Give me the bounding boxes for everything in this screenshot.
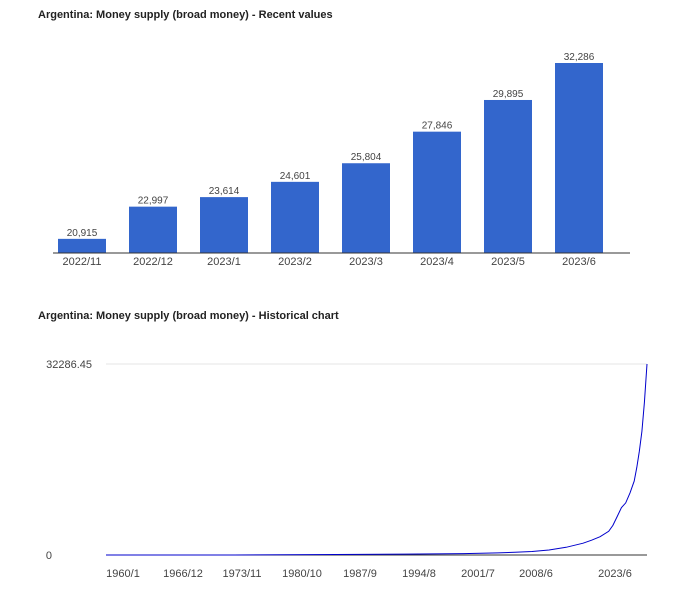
bar-value-label: 25,804: [351, 152, 382, 163]
x-tick-label: 1966/12: [163, 568, 203, 580]
money-supply-series-line: [106, 363, 648, 556]
bar-value-label: 22,997: [138, 196, 169, 207]
bar-value-label: 29,895: [493, 89, 524, 100]
recent-values-chart-title: Argentina: Money supply (broad money) - …: [38, 9, 333, 21]
bar-2023-5: [484, 99, 532, 254]
bar-2022-12: [129, 206, 177, 253]
x-tick-label: 1973/11: [223, 568, 262, 580]
bar-value-label: 20,915: [67, 228, 98, 239]
x-tick-label: 1960/1: [106, 568, 140, 580]
bar-value-label: 27,846: [422, 121, 453, 132]
x-tick-label: 2001/7: [461, 568, 495, 580]
bar-value-label: 32,286: [564, 52, 595, 63]
x-tick-label: 2023/5: [491, 256, 525, 268]
x-tick-label: 2023/1: [207, 256, 241, 268]
y-tick-label: 32286.45: [46, 359, 92, 371]
x-tick-label: 2022/12: [133, 256, 173, 268]
x-tick-label: 2023/2: [278, 256, 312, 268]
recent-values-bar-chart: 20,915 2022/11 22,997 2022/12 23,614 2023/1 24…: [53, 52, 630, 268]
bar-2023-2: [271, 181, 319, 253]
x-tick-label: 1987/9: [343, 568, 377, 580]
bar-2023-6: [555, 63, 603, 253]
x-tick-label: 2022/11: [63, 256, 102, 268]
bar-2023-4: [413, 131, 461, 253]
x-tick-label: 1994/8: [402, 568, 436, 580]
bar-2023-1: [200, 197, 248, 253]
x-tick-label: 2008/6: [519, 568, 553, 580]
bar-value-label: 24,601: [280, 171, 311, 182]
x-tick-label: 2023/3: [349, 256, 383, 268]
bar-value-label: 23,614: [209, 186, 240, 197]
bar-2022-11: [58, 238, 106, 253]
x-tick-label: 2023/6: [598, 568, 632, 580]
x-tick-label: 2023/6: [562, 256, 596, 268]
x-tick-label: 1980/10: [282, 568, 322, 580]
y-tick-label: 0: [46, 550, 52, 562]
bar-2023-3: [342, 163, 390, 253]
historical-chart-title: Argentina: Money supply (broad money) - …: [38, 310, 339, 322]
x-tick-label: 2023/4: [420, 256, 454, 268]
